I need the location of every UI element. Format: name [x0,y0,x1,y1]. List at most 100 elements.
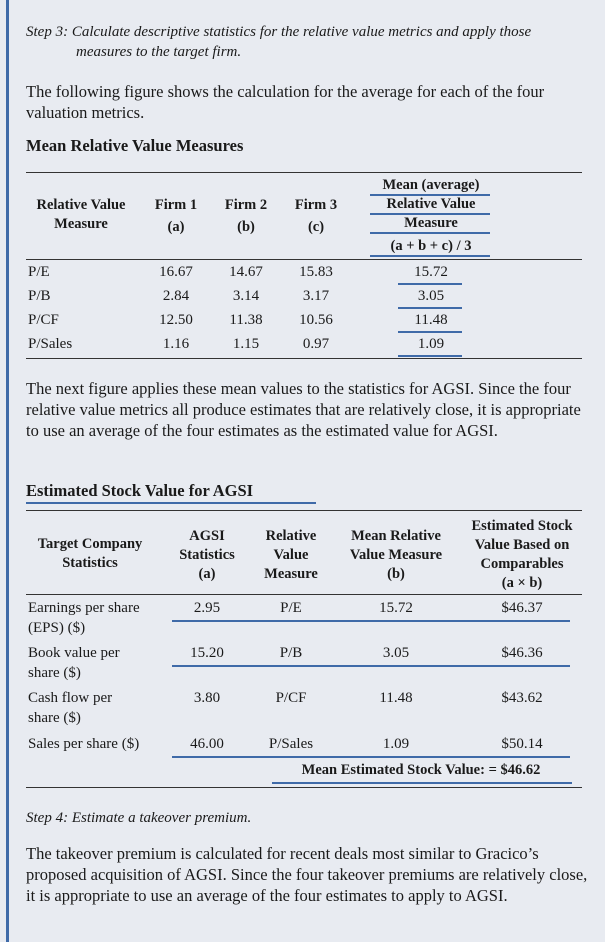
t2-head-target-l2: Statistics [62,555,118,571]
t2-r1-label-l2: share ($) [28,665,81,681]
t1-r3-b: 1.15 [232,336,260,352]
t1-r0-label: P/E [28,264,50,280]
t2-head-mean: Mean Relative Value Measure (b) [336,527,456,584]
t1-head-firm3-l2: (c) [307,219,325,235]
t1-r0-underline [398,283,462,285]
t2-r1-underline [172,665,570,667]
t2-head-agsi-l1: AGSI [189,528,225,544]
t1-r0-a: 16.67 [159,264,193,280]
t1-r3-label: P/Sales [28,336,73,352]
t2-r2-value: $43.62 [501,690,543,706]
t2-r1-label: Book value per share ($) [28,643,120,683]
step3-line1: Step 3: Calculate descriptive statistics… [26,24,532,40]
t1-head-firm1: Firm 1 (a) [144,194,208,238]
t1-r3-c: 0.97 [302,336,330,352]
t2-r3-mean: 1.09 [382,736,410,752]
t2-summary-underline [272,782,572,784]
t2-r2-label: Cash flow per share ($) [28,688,112,728]
t2-head-mean-l3: (b) [387,566,405,582]
table2-head-rule [26,594,582,595]
t2-r1-mean: 3.05 [382,645,410,661]
t2-r1-measure: P/B [279,645,303,661]
t1-r1-mean: 3.05 [417,288,445,304]
t1-head-underline-1 [370,194,490,196]
t2-head-est-l3: Comparables [480,556,564,572]
t2-r1-label-l1: Book value per [28,645,120,661]
step3-heading: Step 3: Calculate descriptive statistics… [26,22,592,62]
t2-r3-label-l1: Sales per share ($) [28,736,140,752]
t2-r0-label-l2: (EPS) ($) [28,620,86,636]
t2-head-relative-l1: Relative [265,528,317,544]
t1-r2-b: 11.38 [229,312,263,328]
margin-rule [6,0,9,942]
t1-head-measure: Relative Value Measure [26,196,136,234]
t2-head-target: Target Company Statistics [26,535,154,573]
t2-r3-agsi: 46.00 [190,736,224,752]
table1-title: Mean Relative Value Measures [26,136,244,155]
intro-paragraph-1: The following figure shows the calculati… [26,82,545,122]
t2-head-relative-l3: Measure [264,566,318,582]
t1-r1-a: 2.84 [162,288,190,304]
t2-head-target-l1: Target Company [37,536,143,552]
final-paragraph: The takeover premium is calculated for r… [26,844,588,905]
table1-head-rule [26,259,582,260]
t2-r2-measure: P/CF [275,690,307,706]
t2-head-agsi-l3: (a) [198,566,216,582]
step4-heading: Step 4: Estimate a takeover premium. [26,810,252,826]
t2-r2-agsi: 3.80 [193,690,221,706]
t1-r2-mean: 11.48 [414,312,448,328]
t2-r2-label-l1: Cash flow per [28,690,113,706]
t1-head-mean: Mean (average) Relative Value Measure (a… [366,176,496,256]
t1-r3-mean: 1.09 [417,336,445,352]
t2-r3-measure: P/Sales [268,736,314,752]
t2-head-mean-l1: Mean Relative [351,528,441,544]
t1-head-firm2-l2: (b) [237,219,255,235]
t1-head-firm2-l1: Firm 2 [224,197,268,213]
t2-head-relative: Relative Value Measure [252,527,330,584]
t2-r0-agsi: 2.95 [193,600,221,616]
t1-head-underline-2 [370,213,490,215]
t1-head-measure-l1: Relative Value [36,197,126,213]
t2-r0-value: $46.37 [501,600,543,616]
t2-head-est-l4: (a × b) [501,575,543,591]
t1-r0-b: 14.67 [229,264,263,280]
table1-bottom-rule [26,358,582,359]
intro-paragraph-2: The next figure applies these mean value… [26,379,581,440]
table1-top-rule [26,172,582,173]
t1-head-firm1-l1: Firm 1 [154,197,198,213]
t2-r0-measure: P/E [280,600,302,616]
t1-head-mean-l1: Mean (average) [382,177,480,193]
t2-r1-value: $46.36 [501,645,543,661]
t2-title-underline [26,502,316,504]
t1-r0-c: 15.83 [299,264,333,280]
table2-bottom-rule [26,787,582,788]
t1-head-measure-l2: Measure [54,216,108,232]
t1-r1-label: P/B [28,288,51,304]
t1-head-firm1-l2: (a) [167,219,185,235]
t2-head-estimated: Estimated Stock Value Based on Comparabl… [462,517,582,593]
t1-head-underline-3 [370,232,490,234]
t2-r1-agsi: 15.20 [190,645,224,661]
t2-r0-underline [172,620,570,622]
t1-head-underline-4 [370,255,490,257]
t1-r1-b: 3.14 [232,288,260,304]
t1-r1-c: 3.17 [302,288,330,304]
t2-r3-value: $50.14 [501,736,543,752]
t2-r0-mean: 15.72 [379,600,413,616]
t2-r3-underline [172,756,570,758]
t2-head-mean-l2: Value Measure [349,547,443,563]
t2-r0-label-l1: Earnings per share [28,600,140,616]
t1-r2-a: 12.50 [159,312,193,328]
table2-top-rule [26,510,582,511]
t1-r2-label: P/CF [28,312,59,328]
t1-head-firm3-l1: Firm 3 [294,197,338,213]
t2-head-est-l2: Value Based on [474,537,570,553]
t1-head-firm2: Firm 2 (b) [214,194,278,238]
step3-line2: measures to the target firm. [76,44,242,60]
t1-head-firm3: Firm 3 (c) [284,194,348,238]
t1-r3-a: 1.16 [162,336,190,352]
table2-title: Estimated Stock Value for AGSI [26,481,254,500]
t1-head-mean-l3: Measure [404,215,458,231]
t2-head-agsi: AGSI Statistics (a) [170,527,244,584]
